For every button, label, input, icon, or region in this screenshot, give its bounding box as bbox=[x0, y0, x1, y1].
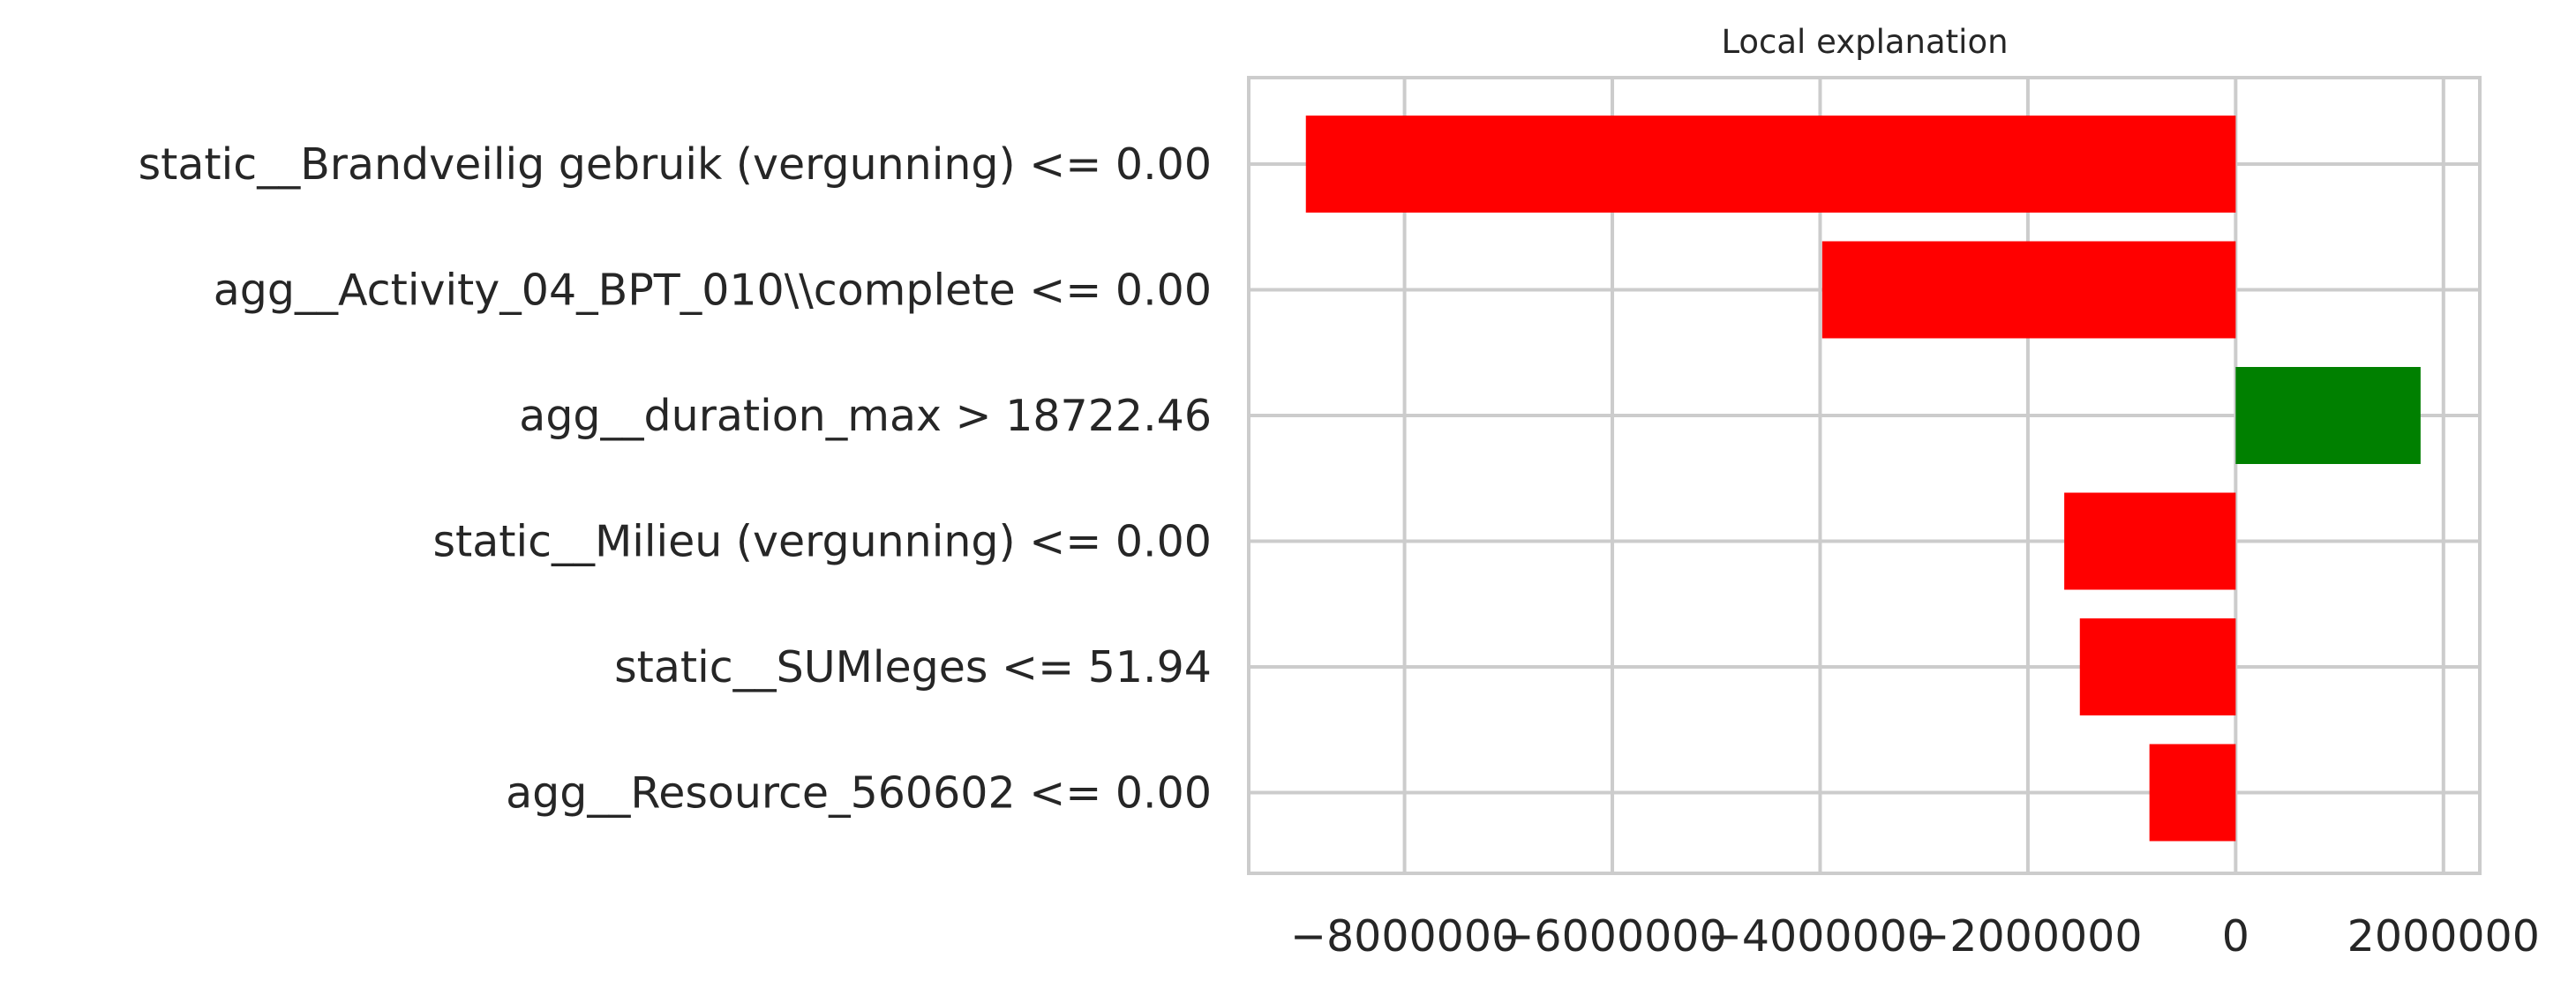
category-label: static__Brandveilig gebruik (vergunning)… bbox=[139, 139, 1212, 190]
x-tick-label: −6000000 bbox=[1498, 911, 1726, 962]
plot-border bbox=[1247, 76, 2482, 875]
plot-frame bbox=[1247, 76, 2482, 875]
bar bbox=[1305, 116, 2236, 213]
category-label: agg__duration_max > 18722.46 bbox=[519, 391, 1212, 441]
category-label: agg__Activity_04_BPT_010\\complete <= 0.… bbox=[214, 266, 1212, 316]
x-tick-label: −4000000 bbox=[1706, 911, 1934, 962]
x-tick-labels: −8000000−6000000−4000000−2000000 0 2000000 bbox=[1290, 911, 2540, 962]
bars bbox=[1305, 116, 2421, 842]
bar bbox=[2149, 744, 2236, 842]
chart-title: Local explanation bbox=[1721, 23, 2008, 61]
x-tick-label: 2000000 bbox=[2347, 911, 2540, 962]
category-label: agg__Resource_560602 <= 0.00 bbox=[506, 768, 1212, 819]
x-tick-label: −8000000 bbox=[1290, 911, 1519, 962]
category-label: static__SUMleges <= 51.94 bbox=[614, 642, 1212, 692]
category-label: static__Milieu (vergunning) <= 0.00 bbox=[432, 517, 1212, 567]
bar bbox=[2064, 492, 2236, 590]
category-labels: static__Brandveilig gebruik (vergunning)… bbox=[139, 139, 1212, 819]
bar bbox=[2079, 618, 2236, 715]
bar bbox=[1821, 241, 2236, 339]
x-tick-label: −2000000 bbox=[1913, 911, 2142, 962]
bar bbox=[2235, 367, 2421, 464]
x-tick-label: 0 bbox=[2222, 911, 2249, 962]
